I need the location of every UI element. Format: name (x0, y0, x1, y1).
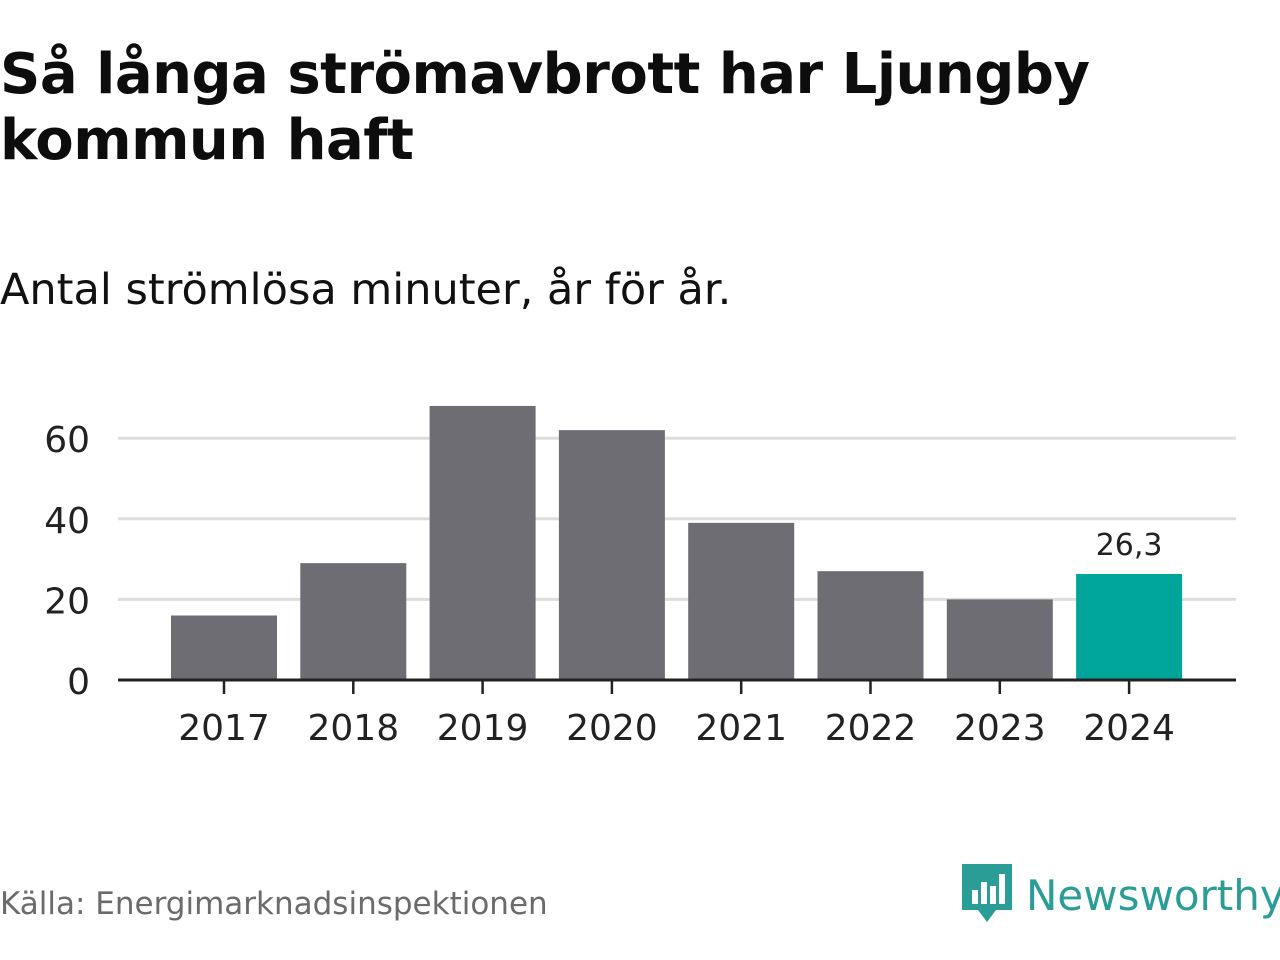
source-label: Källa: Energimarknadsinspektionen (0, 886, 548, 922)
chart-subtitle: Antal strömlösa minuter, år för år. (0, 265, 732, 315)
bar-2018 (300, 563, 407, 680)
x-tick-label-2020: 2020 (566, 708, 658, 749)
brand: Newsworthy (962, 864, 1280, 928)
y-tick-label-20: 20 (44, 581, 90, 622)
bar-2022 (817, 571, 924, 680)
brand-name: Newsworthy (1026, 871, 1280, 920)
bar-2024 (1076, 574, 1183, 680)
x-tick-label-2019: 2019 (437, 708, 529, 749)
bar-chart: 0 20 40 60 2017 2018 2019 2020 2021 2022 2023 2024 2… (0, 380, 1280, 760)
bar-2023 (946, 599, 1053, 680)
y-tick-label-40: 40 (44, 501, 90, 542)
chart-svg: 0 20 40 60 2017 2018 2019 2020 2021 2022 2023 2024 2… (44, 405, 1236, 749)
data-label-2024: 26,3 (1096, 528, 1163, 563)
y-tick-label-0: 0 (67, 662, 90, 703)
x-tick-label-2017: 2017 (178, 708, 270, 749)
x-tick-label-2018: 2018 (307, 708, 399, 749)
bar-2021 (688, 522, 795, 680)
newsworthy-logo-icon (962, 864, 1012, 928)
chart-title: Så långa strömavbrott har Ljungby kommun… (0, 42, 1090, 173)
x-tick-label-2024: 2024 (1083, 708, 1175, 749)
y-tick-label-60: 60 (44, 420, 90, 461)
x-tick-label-2022: 2022 (825, 708, 917, 749)
x-tick-label-2021: 2021 (695, 708, 787, 749)
bar-2017 (171, 615, 277, 680)
bar-2020 (558, 430, 665, 680)
x-tick-label-2023: 2023 (954, 708, 1046, 749)
bar-2019 (429, 405, 536, 680)
